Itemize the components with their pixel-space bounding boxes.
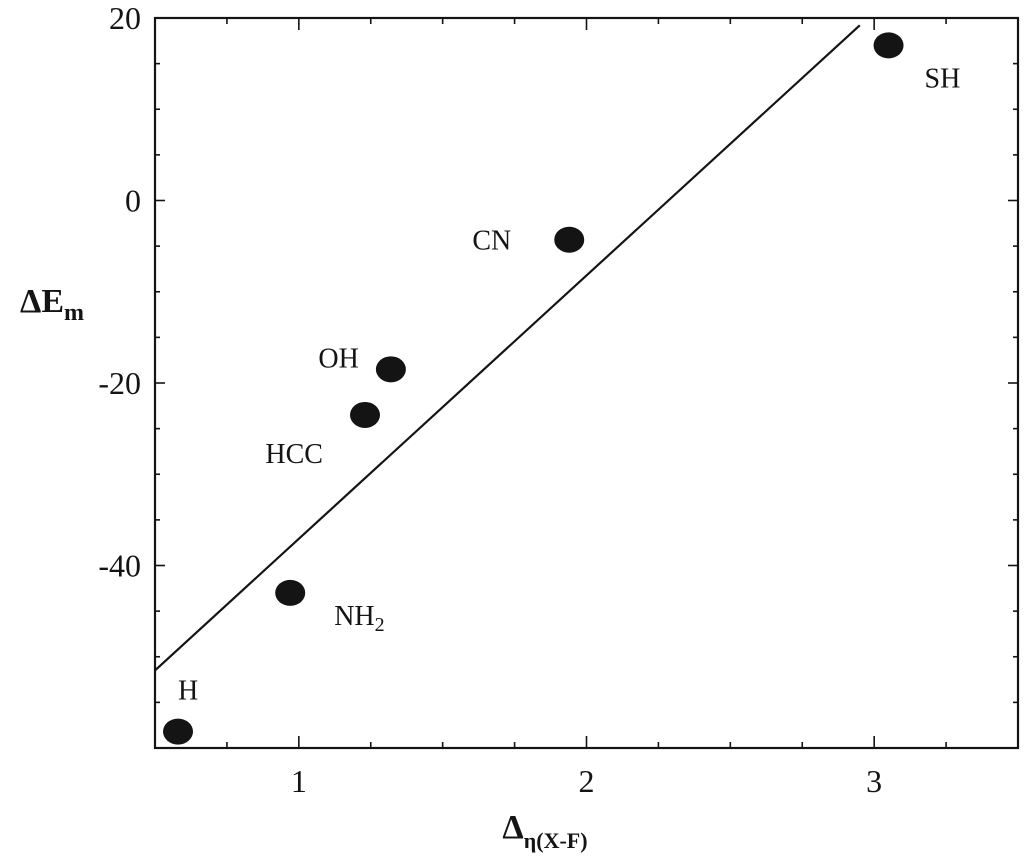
x-tick-label: 1: [291, 763, 307, 799]
x-axis-title-sub: η(X-F): [524, 828, 588, 853]
tick-labels: 20 0 -20 -40 1 2 3: [98, 0, 882, 799]
point-label-sub: 2: [375, 614, 385, 636]
data-points: [163, 32, 904, 745]
point-label: OH: [318, 343, 358, 374]
point-label: NH2: [334, 601, 384, 636]
data-point: [163, 718, 194, 745]
x-tick-label: 2: [579, 763, 595, 799]
point-label: SH: [925, 63, 961, 94]
axis-ticks: [154, 17, 1019, 749]
data-point: [275, 579, 306, 606]
x-tick-label: 3: [866, 763, 882, 799]
y-tick-label: 20: [109, 0, 141, 36]
point-label: H: [178, 676, 198, 707]
data-point: [554, 226, 585, 253]
fit-line-layer: [154, 24, 861, 672]
data-point: [375, 356, 406, 383]
data-point: [873, 32, 904, 59]
y-axis-title: ΔEm: [20, 283, 84, 326]
y-tick-label: -20: [98, 365, 141, 401]
y-axis-title-sub: m: [64, 300, 84, 326]
data-point: [349, 401, 380, 428]
plot-frame: [153, 16, 1020, 750]
point-label: CN: [472, 226, 511, 257]
y-tick-label: -40: [98, 548, 141, 584]
plot-border: [153, 16, 1020, 750]
y-axis-title-main: ΔE: [20, 283, 64, 320]
point-label: HCC: [265, 439, 323, 470]
point-labels: H NH2 HCC OH CN SH: [178, 63, 960, 706]
y-tick-label: 0: [125, 183, 141, 219]
x-axis-title: Δη(X-F): [502, 809, 587, 853]
x-axis-title-main: Δ: [502, 809, 523, 846]
fit-line: [154, 24, 861, 672]
